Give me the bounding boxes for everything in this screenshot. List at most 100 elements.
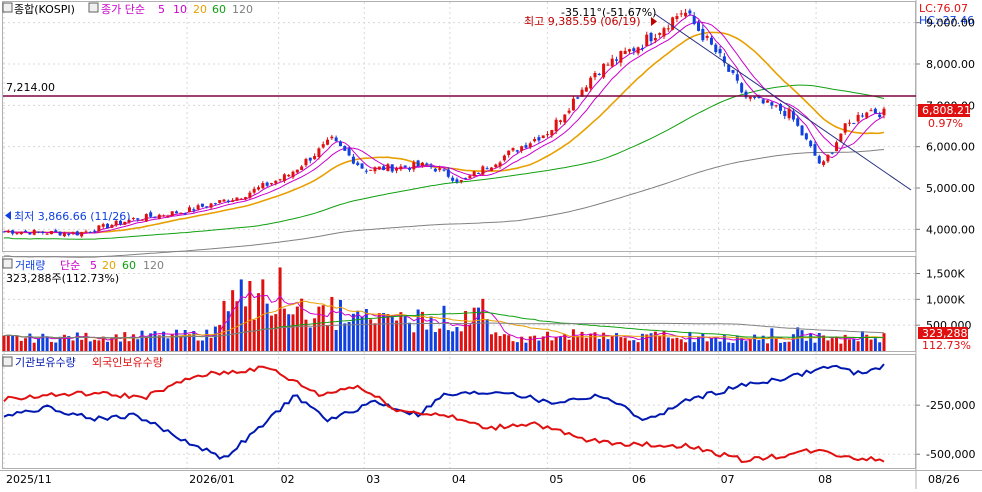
- candle-body: [257, 187, 261, 190]
- volume-bar: [645, 334, 649, 351]
- x-tick-label: 2026/01: [189, 473, 235, 486]
- trend-line-label: -35.11°(-51.67%): [561, 6, 656, 19]
- candle-body: [386, 164, 390, 172]
- volume-bar: [649, 333, 653, 351]
- candle-body: [714, 44, 718, 53]
- candle-body: [852, 123, 856, 125]
- volume-bar: [459, 331, 463, 351]
- candle-body: [774, 105, 778, 107]
- volume-bar: [62, 334, 66, 351]
- volume-bar: [714, 337, 718, 351]
- holdings-menu-button[interactable]: [2, 356, 13, 367]
- volume-tick-label: 1,500K: [926, 268, 965, 281]
- candle-body: [269, 183, 273, 185]
- candle-body: [632, 48, 636, 52]
- candle-body: [705, 36, 709, 38]
- volume-bar: [878, 342, 882, 351]
- volume-bar: [196, 340, 200, 351]
- volume-bar: [192, 330, 196, 351]
- candle-body: [766, 100, 770, 103]
- settings-button[interactable]: [88, 2, 99, 13]
- volume-ma-5-line: [3, 290, 885, 341]
- volume-bar: [162, 331, 166, 351]
- menu-button[interactable]: [2, 2, 13, 13]
- candle-body: [684, 12, 688, 17]
- ma-120-line: [3, 149, 885, 258]
- candle-body: [118, 220, 122, 225]
- volume-bar: [679, 339, 683, 351]
- candle-body: [580, 89, 584, 97]
- volume-bar: [425, 329, 429, 351]
- candle-body: [809, 140, 813, 147]
- candle-body: [127, 219, 131, 223]
- volume-bar: [666, 337, 670, 351]
- candle-body: [274, 180, 278, 184]
- volume-bar: [584, 337, 588, 351]
- candle-body: [753, 96, 757, 98]
- candle-body: [515, 150, 519, 152]
- volume-bar: [731, 343, 735, 351]
- price-series: [2, 8, 886, 258]
- volume-bar: [321, 305, 325, 351]
- volume-bar: [464, 310, 468, 351]
- candle-body: [615, 59, 619, 61]
- volume-bar: [813, 342, 817, 351]
- candle-body: [287, 175, 291, 177]
- volume-bar: [843, 334, 847, 351]
- volume-bar: [705, 341, 709, 351]
- volume-bar: [11, 335, 15, 351]
- trend-line[interactable]: [654, 13, 912, 191]
- candle-body: [787, 108, 791, 119]
- volume-bar: [770, 328, 774, 351]
- volume-bar: [209, 337, 213, 351]
- candle-body: [313, 156, 317, 160]
- candle-body: [2, 231, 6, 233]
- candle-body: [265, 182, 269, 186]
- candle-body: [205, 206, 209, 208]
- volume-bar: [287, 314, 291, 351]
- volume-bar: [442, 305, 446, 351]
- volume-bar: [127, 341, 131, 351]
- candle-body: [58, 231, 62, 236]
- volume-bar: [386, 314, 390, 351]
- volume-bar: [347, 322, 351, 351]
- volume-bar: [187, 334, 191, 351]
- volume-bar: [157, 335, 161, 351]
- volume-info: 323,288주(112.73%): [6, 272, 119, 285]
- volume-bar: [515, 342, 519, 351]
- volume-bar: [451, 331, 455, 351]
- index-name[interactable]: 종합(KOSPI): [14, 3, 75, 16]
- candle-body: [62, 233, 66, 237]
- candle-body: [735, 74, 739, 81]
- candle-body: [477, 172, 481, 174]
- x-tick-label: 2025/11: [6, 473, 52, 486]
- volume-menu-button[interactable]: [2, 258, 13, 269]
- series-foreign: 외국인보유수량: [92, 356, 163, 369]
- series-institution: 기관보유수량: [15, 356, 76, 369]
- volume-tick-label: 1,000K: [926, 293, 965, 306]
- volume-bar: [369, 319, 373, 351]
- volume-bar: [865, 334, 869, 351]
- volume-bar: [390, 316, 394, 351]
- current-volume: 323,288: [922, 327, 968, 340]
- candle-body: [67, 233, 71, 235]
- candle-body: [326, 139, 330, 145]
- volume-bar: [835, 336, 839, 351]
- candle-body: [416, 160, 420, 167]
- volume-bar: [71, 340, 75, 351]
- volume-bar: [709, 338, 713, 351]
- candle-body: [200, 203, 204, 207]
- volume-bar: [791, 334, 795, 351]
- candle-body: [511, 148, 515, 151]
- volume-bar: [511, 341, 515, 351]
- candle-body: [6, 231, 10, 233]
- x-tick-label: 04: [452, 473, 466, 486]
- price-y-axis: 9,000.008,000.007,000.006,000.005,000.00…: [916, 17, 975, 236]
- candle-body: [49, 231, 53, 235]
- candle-body: [28, 232, 32, 235]
- candle-body: [282, 174, 286, 182]
- candle-body: [610, 58, 614, 67]
- candle-body: [75, 231, 79, 236]
